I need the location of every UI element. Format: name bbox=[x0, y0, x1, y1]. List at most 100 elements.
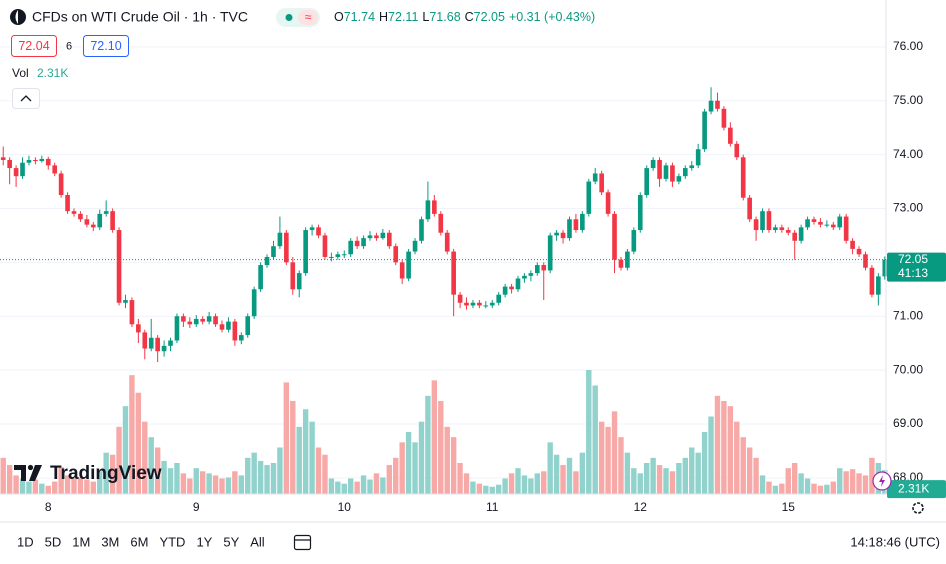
candle-body bbox=[798, 227, 804, 241]
volume-bar bbox=[830, 481, 837, 494]
volume-bar bbox=[129, 375, 135, 494]
volume-bar bbox=[579, 452, 586, 494]
volume-tag-label: 2.31K bbox=[898, 481, 929, 495]
volume-legend-label: Vol bbox=[12, 66, 29, 80]
candle-body bbox=[811, 219, 817, 222]
volume-bar bbox=[354, 481, 360, 494]
candle-body bbox=[419, 219, 424, 241]
candle-body bbox=[637, 195, 643, 231]
volume-bar bbox=[51, 481, 58, 494]
volume-bar bbox=[290, 401, 296, 494]
volume-bar bbox=[553, 454, 560, 494]
volume-bar bbox=[753, 457, 759, 494]
volume-bar bbox=[270, 463, 277, 494]
volume-bar bbox=[174, 463, 180, 494]
volume-pane bbox=[0, 370, 888, 494]
candle-body bbox=[251, 289, 257, 317]
ohlc-value: 72.05 bbox=[474, 10, 505, 24]
candle-body bbox=[193, 318, 199, 325]
range-button[interactable]: 1D bbox=[17, 534, 34, 549]
sell-button[interactable] bbox=[11, 35, 57, 57]
volume-bar bbox=[521, 475, 528, 494]
volume-bar bbox=[682, 457, 689, 494]
range-button[interactable]: All bbox=[250, 534, 265, 549]
volume-bar bbox=[315, 447, 322, 494]
candle-body bbox=[631, 230, 637, 252]
candle-body bbox=[618, 259, 624, 268]
candle-body bbox=[258, 265, 263, 290]
volume-bar bbox=[32, 479, 39, 494]
candle-body bbox=[329, 256, 334, 258]
candle-body bbox=[335, 254, 341, 257]
candle-body bbox=[779, 227, 785, 231]
ohlc-change: +0.31 (+0.43%) bbox=[509, 10, 595, 24]
candle-body bbox=[361, 238, 366, 247]
candle-body bbox=[882, 259, 888, 277]
ohlc-value: 71.74 bbox=[344, 10, 375, 24]
volume-bar bbox=[573, 471, 579, 494]
candle-body bbox=[830, 224, 836, 228]
logo-mark-slash bbox=[29, 465, 42, 481]
delay-badge[interactable] bbox=[298, 10, 318, 25]
volume-bar bbox=[116, 426, 122, 494]
logo-text: TradingView bbox=[50, 463, 162, 484]
range-button[interactable]: 6M bbox=[130, 534, 148, 549]
ohlc-value: 72.11 bbox=[388, 10, 418, 24]
candle-body bbox=[715, 100, 720, 109]
volume-bar bbox=[97, 471, 103, 494]
spread: 6 bbox=[66, 40, 72, 52]
range-button[interactable]: YTD bbox=[159, 534, 185, 549]
volume-bar bbox=[734, 421, 740, 494]
candle-body bbox=[489, 302, 495, 306]
volume-bar bbox=[412, 442, 418, 494]
date-range-icon[interactable] bbox=[293, 534, 312, 551]
candle-body bbox=[399, 262, 405, 279]
volume-bar bbox=[425, 395, 431, 494]
candle-body bbox=[464, 302, 469, 306]
candle-body bbox=[496, 294, 502, 303]
volume-bar bbox=[206, 473, 212, 494]
settings-button[interactable] bbox=[912, 502, 924, 514]
x-tick-label: 11 bbox=[486, 500, 499, 514]
range-button[interactable]: 1Y bbox=[196, 534, 212, 549]
volume-bar bbox=[251, 452, 257, 494]
y-tick-label: 75.00 bbox=[893, 93, 923, 107]
collapse-button[interactable] bbox=[12, 88, 40, 109]
buy-button[interactable] bbox=[83, 35, 129, 57]
candle-body bbox=[348, 240, 354, 255]
volume-bar bbox=[296, 426, 302, 494]
candle-body bbox=[296, 273, 302, 290]
lightning-icon bbox=[879, 475, 885, 487]
candle-body bbox=[534, 265, 540, 274]
range-button[interactable]: 1M bbox=[72, 534, 90, 549]
volume-bar bbox=[90, 481, 97, 494]
candle-body bbox=[599, 173, 604, 193]
volume-bar bbox=[335, 481, 341, 494]
market-open-dot bbox=[285, 14, 293, 21]
x-tick-label: 12 bbox=[634, 500, 648, 514]
volume-bar bbox=[367, 479, 373, 494]
volume-bar bbox=[528, 478, 534, 494]
range-button[interactable]: 5D bbox=[45, 534, 62, 549]
range-button[interactable]: 3M bbox=[101, 534, 119, 549]
candle-body bbox=[65, 195, 70, 212]
candle-body bbox=[84, 219, 90, 225]
delay-icon: ≈ bbox=[305, 10, 312, 24]
volume-bar bbox=[817, 485, 824, 494]
volume-tag bbox=[887, 480, 946, 499]
candle-body bbox=[161, 345, 167, 352]
candle-body bbox=[206, 316, 212, 322]
candle-body bbox=[676, 176, 682, 182]
volume-bar bbox=[779, 483, 785, 494]
y-tick-label: 71.00 bbox=[893, 308, 923, 322]
buy-price: 72.10 bbox=[90, 39, 121, 53]
volume-bar bbox=[135, 392, 142, 494]
volume-bar bbox=[302, 409, 309, 494]
last-price-label: 72.05 bbox=[898, 252, 928, 266]
volume-bar bbox=[380, 477, 386, 494]
range-button[interactable]: 5Y bbox=[223, 534, 239, 549]
volume-bar bbox=[418, 421, 425, 494]
volume-bar bbox=[843, 471, 849, 494]
candle-body bbox=[226, 321, 231, 330]
